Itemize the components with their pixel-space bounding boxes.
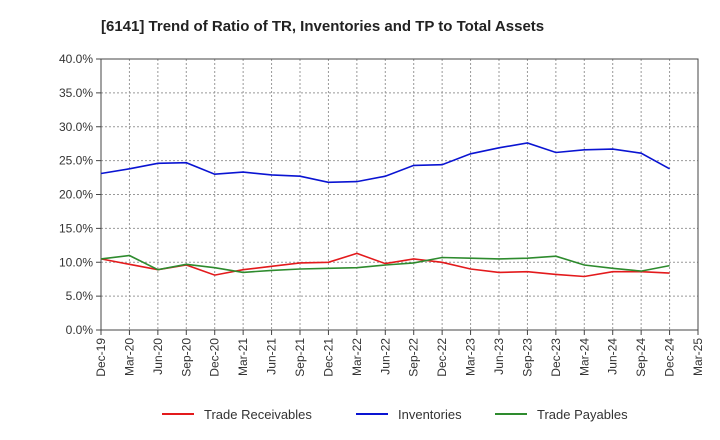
x-tick-label: Mar-21 [236,338,250,376]
y-tick-label: 35.0% [59,86,93,100]
x-tick-label: Jun-22 [378,338,392,375]
x-tick-label: Mar-20 [122,338,136,376]
x-tick-label: Sep-22 [407,338,421,377]
x-tick-label: Sep-23 [520,338,534,377]
legend-label-inventories: Inventories [398,407,462,422]
grid-lines [100,58,699,331]
series-line-trade-receivables [100,252,670,278]
y-tick-label: 10.0% [59,255,93,269]
x-tick-label: Dec-24 [663,338,677,377]
legend: Trade Receivables Inventories Trade Payabl… [162,407,628,422]
x-tick-label: Dec-19 [94,338,108,377]
y-tick-label: 15.0% [59,221,93,235]
series-line-trade-payables [100,254,670,274]
chart-title: [6141] Trend of Ratio of TR, Inventories… [101,18,544,35]
x-tick-label: Mar-23 [464,338,478,376]
x-tick-label: Sep-24 [634,338,648,377]
x-tick-label: Sep-20 [179,338,193,377]
x-axis: Dec-19 Mar-20 Jun-20 Sep-20 Dec-20 Mar-21 Jun-… [94,330,705,377]
x-tick-label: Jun-24 [606,338,620,375]
y-tick-label: 30.0% [59,120,93,134]
x-tick-label: Sep-21 [293,338,307,377]
y-tick-label: 5.0% [66,289,94,303]
y-tick-label: 25.0% [59,154,93,168]
legend-label-trade-payables: Trade Payables [537,407,628,422]
x-tick-label: Jun-20 [151,338,165,375]
x-tick-label: Mar-25 [691,338,705,376]
legend-label-trade-receivables: Trade Receivables [204,407,312,422]
y-axis: 0.0% 5.0% 10.0% 15.0% 20.0% 25.0% 30.0% 35.0% 40… [59,52,101,337]
y-tick-label: 0.0% [66,323,94,337]
series-group [100,142,670,278]
x-tick-label: Jun-23 [492,338,506,375]
x-tick-label: Mar-22 [350,338,364,376]
y-tick-label: 20.0% [59,188,93,202]
y-tick-label: 40.0% [59,52,93,66]
x-tick-label: Dec-20 [208,338,222,377]
x-tick-label: Mar-24 [577,338,591,376]
x-tick-label: Dec-21 [321,338,335,377]
x-tick-label: Jun-21 [265,338,279,375]
x-tick-label: Dec-23 [549,338,563,377]
series-line-inventories [100,142,670,184]
x-tick-label: Dec-22 [435,338,449,377]
